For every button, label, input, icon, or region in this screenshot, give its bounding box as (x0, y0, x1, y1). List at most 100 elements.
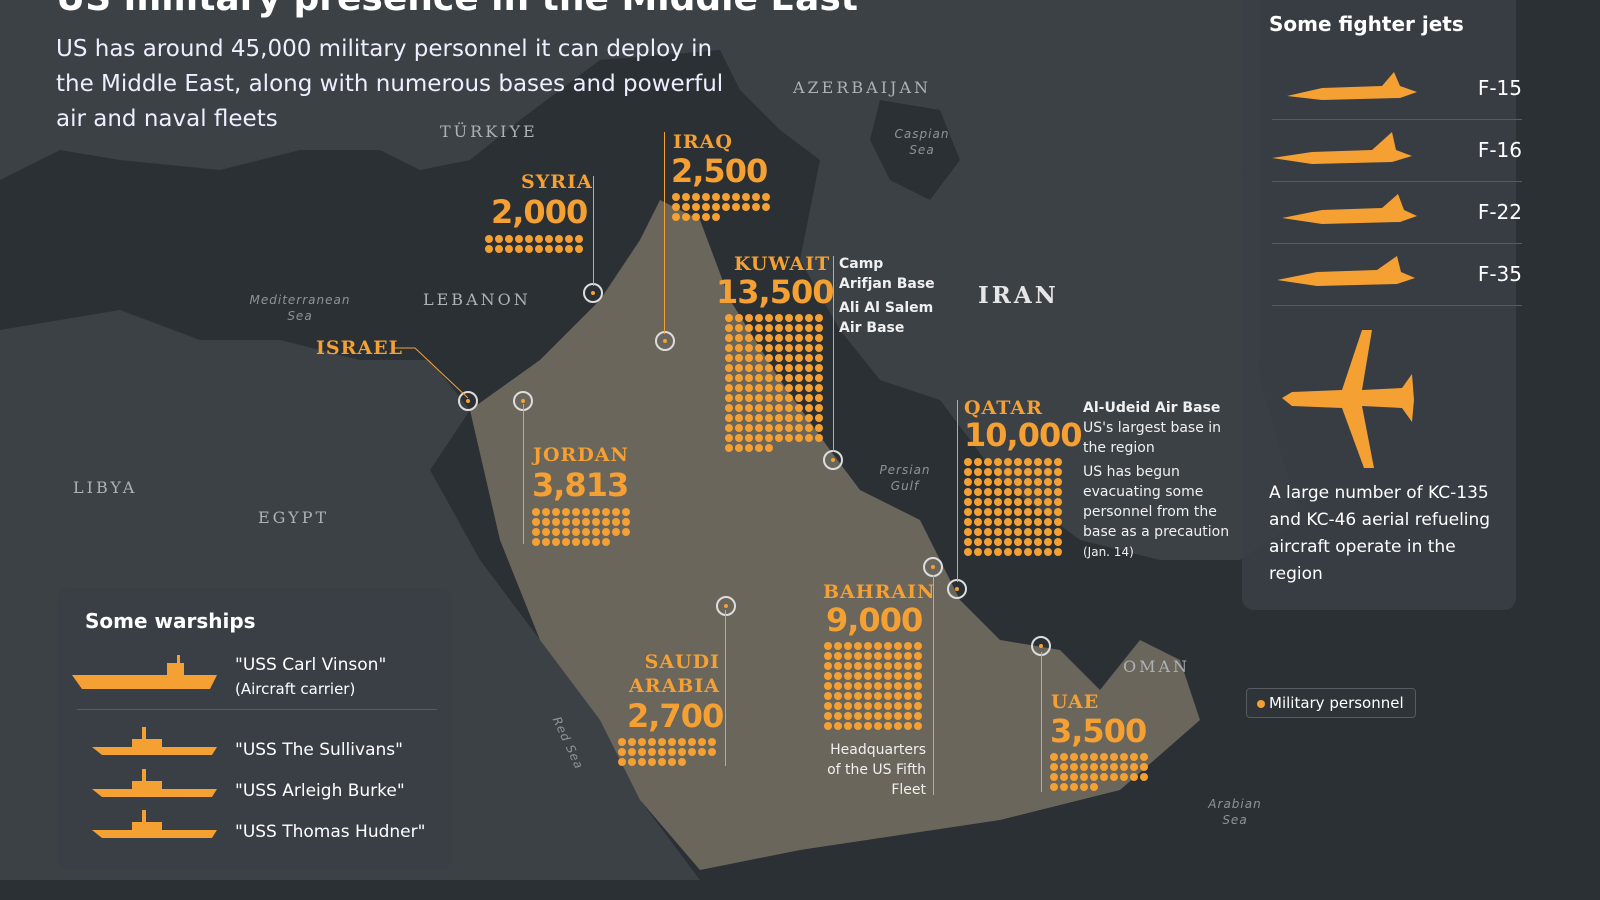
base-note: Al-Udeid Air Base US's largest base in th… (1083, 400, 1230, 559)
personnel-dot (874, 652, 882, 660)
personnel-dot (1014, 548, 1022, 556)
personnel-dot (755, 434, 763, 442)
personnel-dot (974, 488, 982, 496)
personnel-dot (648, 758, 656, 766)
page-title: US military presence in the Middle East (56, 0, 858, 19)
personnel-dot (834, 672, 842, 680)
personnel-dot (795, 394, 803, 402)
personnel-dot (555, 245, 563, 253)
personnel-count: 2,700 (627, 697, 724, 735)
personnel-dot (688, 748, 696, 756)
personnel-dot (532, 518, 540, 526)
personnel-dot (854, 662, 862, 670)
land-iran (800, 130, 1300, 560)
personnel-dot (725, 364, 733, 372)
personnel-dot (805, 394, 813, 402)
personnel-dot (785, 314, 793, 322)
personnel-dot (735, 424, 743, 432)
personnel-dot (864, 652, 872, 660)
personnel-dot (864, 712, 872, 720)
personnel-dot (765, 364, 773, 372)
location-pin[interactable] (947, 579, 967, 599)
tanker-aircraft-icon (1282, 330, 1414, 468)
location-pin[interactable] (655, 331, 675, 351)
personnel-dot (638, 748, 646, 756)
location-pin[interactable] (458, 391, 478, 411)
personnel-dot (562, 528, 570, 536)
personnel-dot (994, 548, 1002, 556)
personnel-dot (815, 384, 823, 392)
country-name: KUWAIT (734, 253, 831, 275)
personnel-dot (572, 518, 580, 526)
personnel-dot (745, 414, 753, 422)
personnel-dot (678, 738, 686, 746)
personnel-dot (745, 334, 753, 342)
personnel-dot (692, 193, 700, 201)
personnel-dot (765, 404, 773, 412)
location-pin[interactable] (823, 450, 843, 470)
personnel-dot (698, 738, 706, 746)
personnel-dot (984, 488, 992, 496)
personnel-dot (984, 518, 992, 526)
personnel-dot (854, 672, 862, 680)
personnel-dot (682, 203, 690, 211)
personnel-dot (884, 652, 892, 660)
personnel-dot (834, 712, 842, 720)
personnel-dot (1024, 468, 1032, 476)
personnel-dot (964, 468, 972, 476)
personnel-count: 3,500 (1050, 712, 1147, 750)
personnel-dot (894, 722, 902, 730)
personnel-dot (775, 354, 783, 362)
personnel-dot (1054, 498, 1062, 506)
personnel-dot (552, 538, 560, 546)
personnel-dot (1014, 518, 1022, 526)
personnel-dot (854, 712, 862, 720)
personnel-dot (658, 738, 666, 746)
country-label: EGYPT (258, 508, 330, 527)
personnel-dot (765, 394, 773, 402)
country-name: QATAR (964, 397, 1043, 419)
personnel-dot (1100, 753, 1108, 761)
warship-name: "USS Carl Vinson" (235, 655, 387, 675)
personnel-dot (765, 374, 773, 382)
personnel-dot (1110, 773, 1118, 781)
jet-f15: F-15 (1272, 58, 1522, 120)
personnel-dot (745, 394, 753, 402)
personnel-dot (964, 498, 972, 506)
personnel-dot (894, 652, 902, 660)
personnel-dot (994, 458, 1002, 466)
location-pin[interactable] (923, 557, 943, 577)
personnel-dot (1080, 783, 1088, 791)
personnel-dot (735, 354, 743, 362)
personnel-dot (1050, 763, 1058, 771)
personnel-dot (752, 203, 760, 211)
personnel-dot (994, 508, 1002, 516)
personnel-dot (505, 235, 513, 243)
personnel-dot (1070, 763, 1078, 771)
personnel-dot (1014, 508, 1022, 516)
personnel-dot (725, 344, 733, 352)
personnel-dot (765, 434, 773, 442)
country-label: AZERBAIJAN (793, 78, 931, 97)
personnel-dot (1120, 753, 1128, 761)
personnel-dot (1120, 763, 1128, 771)
personnel-dot (994, 468, 1002, 476)
personnel-dot (1090, 783, 1098, 791)
location-pin[interactable] (583, 283, 603, 303)
personnel-dot (1130, 773, 1138, 781)
personnel-dot (805, 374, 813, 382)
personnel-dot (775, 424, 783, 432)
personnel-dot (1034, 468, 1042, 476)
personnel-dot (994, 518, 1002, 526)
personnel-dot (565, 235, 573, 243)
personnel-dot (648, 748, 656, 756)
personnel-dots (532, 508, 632, 548)
personnel-dot (755, 384, 763, 392)
personnel-dot (725, 404, 733, 412)
personnel-dot (775, 434, 783, 442)
personnel-dot (545, 235, 553, 243)
personnel-dot (698, 748, 706, 756)
personnel-dot (884, 682, 892, 690)
personnel-dot (904, 662, 912, 670)
location-pin[interactable] (716, 596, 736, 616)
